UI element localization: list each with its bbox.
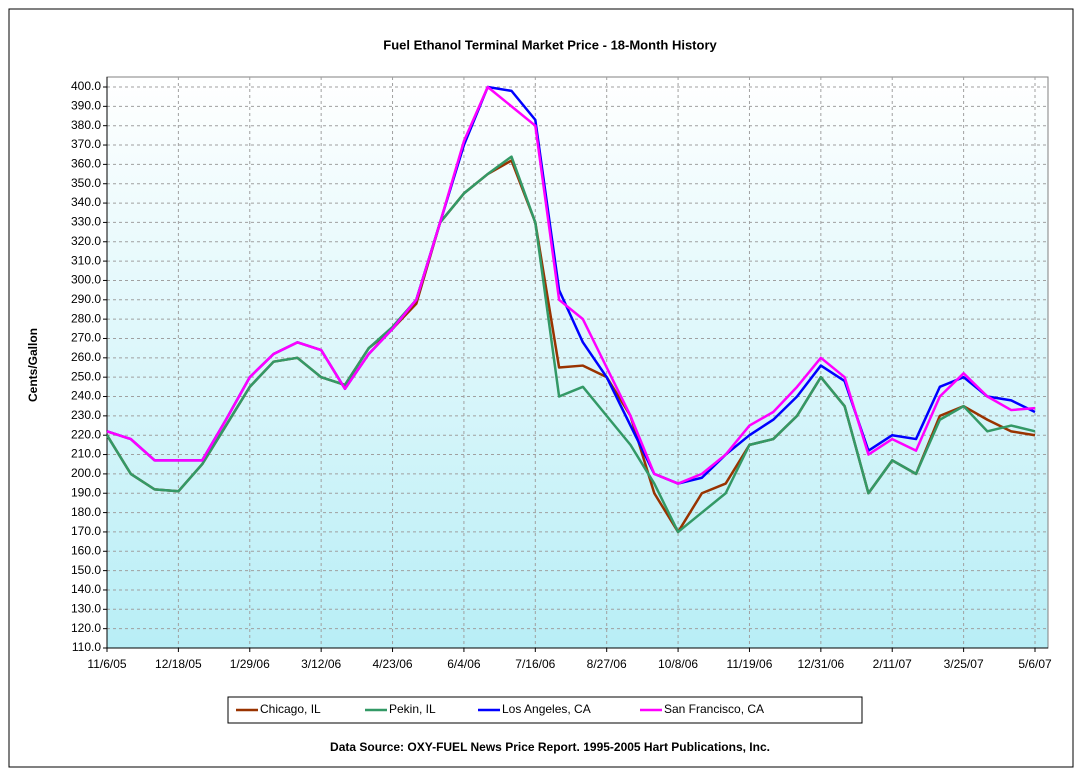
y-tick-label: 270.0 [71,331,101,345]
y-tick-label: 240.0 [71,389,101,403]
y-tick-label: 390.0 [71,99,101,113]
y-tick-label: 320.0 [71,234,101,248]
y-tick-label: 340.0 [71,195,101,209]
x-tick-label: 5/6/07 [1018,657,1052,671]
x-tick-label: 3/12/06 [301,657,341,671]
series-line [105,155,1036,534]
y-tick-label: 230.0 [71,408,101,422]
chart-title: Fuel Ethanol Terminal Market Price - 18-… [383,37,717,52]
x-tick-label: 7/16/06 [515,657,555,671]
x-tick-label: 12/31/06 [797,657,844,671]
x-tick-label: 10/8/06 [658,657,698,671]
y-tick-label: 190.0 [71,485,101,499]
x-tick-label: 4/23/06 [373,657,413,671]
y-tick-label: 170.0 [71,524,101,538]
y-tick-label: 210.0 [71,447,101,461]
legend-label: Los Angeles, CA [502,702,591,716]
y-tick-label: 250.0 [71,369,101,383]
plot-area [106,76,1049,649]
y-tick-label: 380.0 [71,118,101,132]
y-tick-label: 310.0 [71,253,101,267]
y-tick-label: 220.0 [71,427,101,441]
y-tick-label: 130.0 [71,601,101,615]
y-tick-label: 400.0 [71,79,101,93]
legend-label: Pekin, IL [389,702,436,716]
y-tick-label: 330.0 [71,215,101,229]
y-tick-label: 360.0 [71,157,101,171]
y-tick-label: 120.0 [71,621,101,635]
x-tick-label: 6/4/06 [447,657,481,671]
x-tick-label: 3/25/07 [944,657,984,671]
series-line [106,85,1036,485]
x-tick-label: 1/29/06 [230,657,270,671]
y-tick-label: 300.0 [71,273,101,287]
x-tick-label: 8/27/06 [587,657,627,671]
legend-label: Chicago, IL [260,702,321,716]
x-tick-label: 12/18/05 [155,657,202,671]
y-tick-label: 140.0 [71,582,101,596]
source-note: Data Source: OXY-FUEL News Price Report.… [330,740,770,754]
legend-box [227,696,863,724]
y-tick-label: 370.0 [71,137,101,151]
x-tick-label: 11/6/05 [87,657,126,671]
y-tick-label: 280.0 [71,311,101,325]
x-tick-label: 2/11/07 [873,657,912,671]
y-tick-label: 350.0 [71,176,101,190]
y-tick-label: 260.0 [71,350,101,364]
y-axis-label: Cents/Gallon [26,328,40,402]
y-tick-label: 200.0 [71,466,101,480]
y-tick-label: 160.0 [71,543,101,557]
y-tick-label: 180.0 [71,505,101,519]
y-tick-label: 150.0 [71,563,101,577]
legend-label: San Francisco, CA [664,702,764,716]
y-tick-label: 110.0 [72,640,101,654]
y-tick-label: 290.0 [71,292,101,306]
x-tick-label: 11/19/06 [727,657,773,671]
